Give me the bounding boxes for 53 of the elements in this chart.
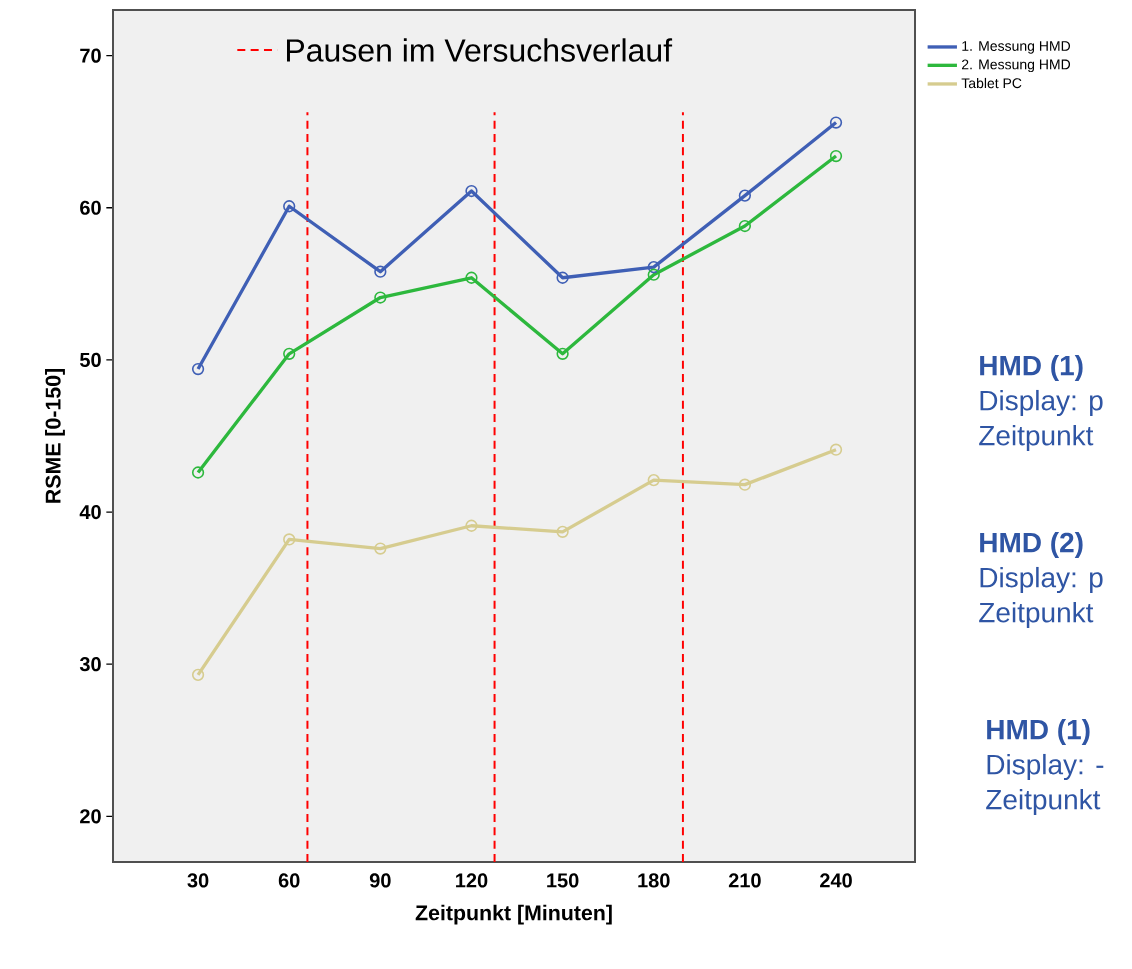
point: [738, 189, 752, 202]
text: Display: p: [980, 389, 1103, 417]
text: Display: p: [980, 566, 1103, 594]
point: [191, 466, 205, 479]
legend-label: Pausen im Versuchsverlauf: [287, 38, 673, 62]
y-tick-label: 30: [79, 657, 101, 672]
text: Zeitpunkt: [979, 601, 1094, 629]
point: [556, 347, 569, 360]
text: Zeitpunkt: [986, 788, 1101, 816]
text: HMD (2): [980, 531, 1083, 559]
y-tick-label: 60: [80, 200, 101, 215]
y-tick-label: 70: [80, 48, 101, 63]
point: [556, 271, 569, 284]
x-tick-label: 210: [728, 873, 761, 888]
x-tick-label: 30: [187, 873, 209, 888]
point: [465, 271, 478, 284]
point: [374, 291, 387, 304]
point: [283, 200, 296, 213]
point: [191, 668, 205, 681]
text: HMD (1): [980, 354, 1083, 382]
point: [283, 347, 296, 360]
x-tick-label: 240: [820, 873, 852, 888]
point: [283, 533, 296, 546]
point: [829, 116, 843, 129]
point: [374, 542, 387, 555]
point: [738, 478, 752, 491]
x-tick-label: 180: [638, 873, 670, 888]
point: [465, 184, 478, 198]
point: [556, 525, 569, 538]
point: [647, 268, 660, 281]
x-tick-label: 90: [369, 873, 391, 888]
text: HMD (1): [987, 718, 1090, 746]
x-axis-title: Zeitpunkt [Minuten]: [415, 904, 612, 925]
legend-label: 2. Messung HMD: [962, 59, 1071, 73]
x-tick-label: 60: [278, 873, 300, 888]
legend-label: Tablet PC: [961, 77, 1022, 89]
y-axis-title: RSME [0-150]: [45, 369, 65, 503]
x-tick-label: 150: [547, 873, 579, 888]
y-tick-label: 20: [80, 809, 101, 824]
point: [738, 219, 752, 233]
legend-label: 1. Messung HMD: [962, 41, 1071, 54]
point: [829, 443, 843, 456]
point: [647, 260, 660, 274]
point: [829, 149, 843, 163]
point: [647, 473, 660, 487]
point: [374, 265, 387, 278]
point: [191, 362, 205, 376]
text: Zeitpunkt: [979, 424, 1094, 452]
y-tick-label: 50: [79, 352, 101, 367]
point: [465, 519, 478, 532]
x-tick-label: 120: [456, 873, 488, 888]
text: Display: -: [987, 753, 1104, 781]
y-tick-label: 40: [79, 504, 101, 520]
